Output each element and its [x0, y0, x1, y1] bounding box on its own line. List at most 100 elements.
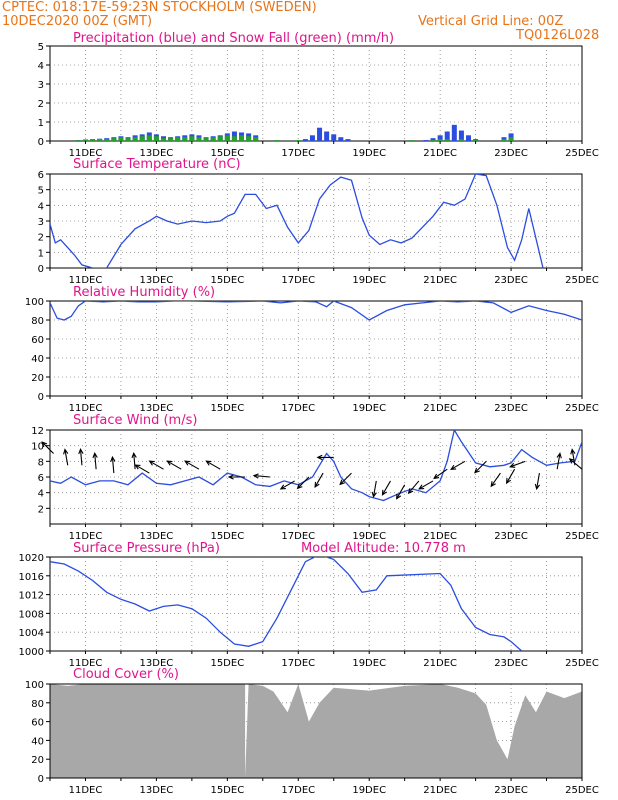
wind-arrow-head: [279, 484, 286, 490]
wind-arrow-head: [381, 489, 387, 496]
x-tick-label: 11DEC: [69, 403, 103, 414]
wind-arrow-head: [371, 491, 377, 498]
x-tick-label: 13DEC: [140, 403, 174, 414]
x-tick-label: 21DEC: [423, 531, 457, 542]
wind-arrow-head: [407, 488, 414, 495]
snowfall-bar: [139, 136, 145, 141]
wind-arrow-head: [110, 455, 116, 463]
x-tick-label: 23DEC: [494, 275, 528, 286]
panel-title: Surface Temperature (nC): [73, 157, 241, 172]
x-tick-label: 19DEC: [352, 148, 386, 159]
snowfall-bar: [118, 137, 124, 141]
wind-arrow: [206, 460, 221, 470]
wind-arrow: [506, 468, 516, 484]
y-tick-label: 4: [38, 201, 44, 212]
wind-arrow-head: [490, 481, 496, 488]
snowfall-bar: [253, 137, 259, 141]
x-tick-label: 25DEC: [565, 531, 599, 542]
wind-arrow-head: [314, 481, 320, 489]
x-tick-label: 23DEC: [494, 785, 528, 796]
wind-arrow: [149, 460, 164, 470]
x-tick-label: 23DEC: [494, 148, 528, 159]
wind-arrow-head: [78, 448, 84, 455]
precipitation-bar: [458, 130, 464, 141]
wind-arrow: [167, 460, 182, 470]
x-tick-label: 23DEC: [494, 658, 528, 669]
precipitation-bar: [430, 138, 436, 141]
y-tick-label: 4: [38, 61, 44, 72]
x-tick-label: 19DEC: [352, 658, 386, 669]
wind-arrow-head: [568, 458, 575, 464]
wind-arrow-head: [339, 479, 346, 486]
y-tick-label: 12: [31, 426, 44, 437]
x-tick-label: 15DEC: [210, 403, 244, 414]
wind-arrow: [556, 453, 561, 470]
y-tick-label: 4: [38, 489, 44, 500]
x-tick-label: 13DEC: [140, 148, 174, 159]
wind-arrow-head: [41, 441, 48, 448]
precipitation-bar: [423, 140, 429, 141]
wind-arrow: [510, 460, 526, 468]
wind-arrow: [184, 460, 200, 470]
wind-arrow-head: [131, 451, 137, 459]
wind-arrow-head: [296, 483, 303, 490]
x-tick-label: 15DEC: [210, 658, 244, 669]
y-tick-label: 1020: [19, 553, 44, 564]
precipitation-bar: [309, 135, 315, 141]
snowfall-bar: [409, 140, 415, 141]
panel-frame: [49, 300, 583, 397]
panel-title: Surface Pressure (hPa): [73, 541, 220, 556]
snowfall-bar: [231, 136, 237, 141]
x-tick-label: 17DEC: [281, 148, 315, 159]
precipitation-bar: [331, 134, 337, 141]
snowfall-bar: [146, 135, 152, 141]
wind-arrow-head: [570, 448, 576, 455]
x-tick-label: 23DEC: [494, 531, 528, 542]
wind-arrow: [133, 453, 136, 470]
panel-frame: [49, 45, 583, 142]
x-tick-label: 11DEC: [69, 275, 103, 286]
panel-title: Precipitation (blue) and Snow Fall (gree…: [73, 31, 394, 46]
y-tick-label: 1008: [19, 609, 44, 620]
y-tick-label: 2: [38, 504, 44, 515]
y-tick-label: 60: [31, 718, 44, 729]
x-tick-label: 11DEC: [69, 531, 103, 542]
x-tick-label: 13DEC: [140, 531, 174, 542]
y-tick-label: 20: [31, 373, 44, 384]
y-tick-label: 40: [31, 354, 44, 365]
x-tick-label: 11DEC: [69, 658, 103, 669]
wind-arrow: [111, 457, 115, 474]
snowfall-bar: [444, 139, 450, 141]
snowfall-bar: [175, 137, 181, 141]
wind-arrow-head: [148, 460, 155, 466]
y-tick-label: 5: [38, 42, 44, 53]
snowfall-bar: [97, 139, 103, 141]
wind-arrow: [135, 464, 150, 474]
x-tick-label: 13DEC: [140, 785, 174, 796]
x-tick-label: 21DEC: [423, 275, 457, 286]
snowfall-bar: [246, 136, 252, 141]
precipitation-bar: [451, 124, 457, 141]
x-tick-label: 25DEC: [565, 785, 599, 796]
x-tick-label: 17DEC: [281, 658, 315, 669]
snowfall-bar: [210, 137, 216, 141]
snowfall-bar: [196, 137, 202, 141]
wind-arrow: [339, 472, 352, 485]
wind-arrow-head: [474, 467, 480, 474]
y-tick-label: 80: [31, 699, 44, 710]
wind-arrow-head: [556, 452, 562, 459]
wind-arrow: [450, 460, 466, 470]
x-tick-label: 15DEC: [210, 531, 244, 542]
wind-arrow-head: [316, 454, 323, 461]
y-tick-label: 1012: [19, 591, 44, 602]
x-tick-label: 15DEC: [210, 148, 244, 159]
x-tick-label: 13DEC: [140, 275, 174, 286]
x-tick-label: 17DEC: [281, 275, 315, 286]
wind-arrow-head: [534, 483, 541, 491]
snowfall-bar: [508, 137, 514, 141]
model-code: TQ0126L028: [516, 28, 600, 43]
snowfall-bar: [458, 139, 464, 141]
y-tick-label: 2: [38, 233, 44, 244]
snowfall-bar: [153, 136, 159, 141]
x-tick-label: 19DEC: [352, 275, 386, 286]
